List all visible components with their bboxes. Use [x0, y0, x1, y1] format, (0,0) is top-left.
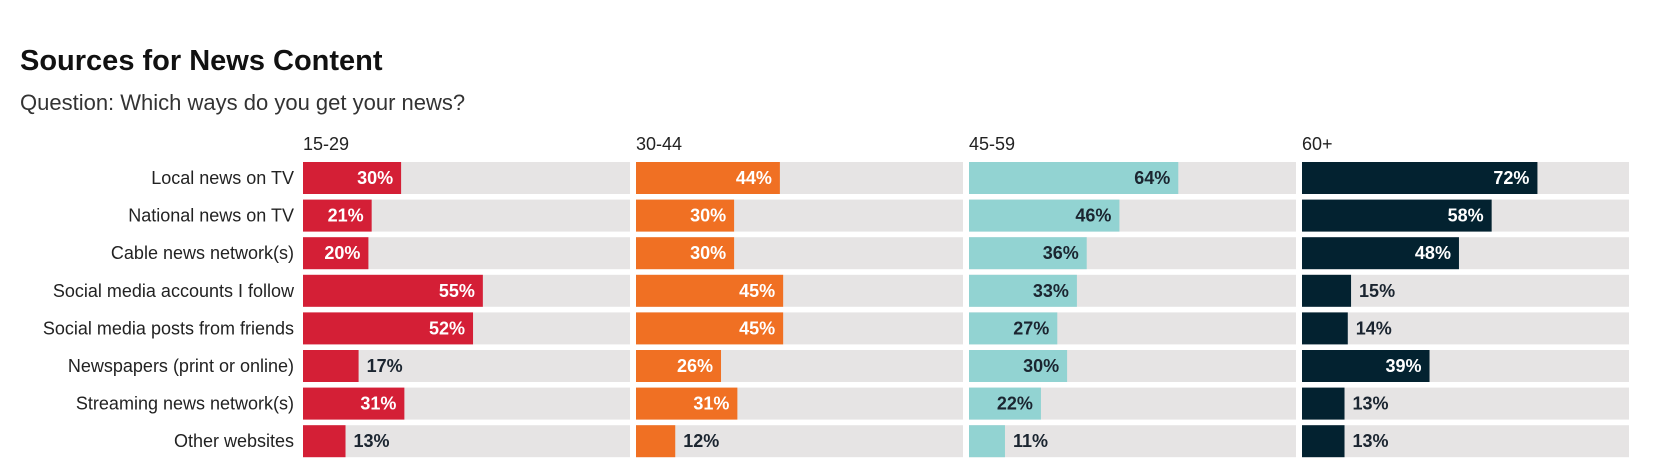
age-group-label: 30-44: [636, 134, 682, 154]
bar: [969, 425, 1005, 458]
bar-value-label: 30%: [690, 206, 726, 226]
bar-track: [1302, 312, 1629, 345]
bar: [636, 350, 722, 382]
bar-value-label: 55%: [439, 281, 475, 301]
bar: [1302, 237, 1459, 270]
bar-value-label: 12%: [683, 431, 719, 451]
bar: [969, 350, 1068, 382]
category-label: National news on TV: [128, 206, 294, 226]
bar-value-label: 44%: [736, 168, 772, 188]
bar-value-label: 30%: [357, 168, 393, 188]
bar: [969, 387, 1041, 420]
bar: [636, 199, 735, 232]
bar-value-label: 33%: [1033, 281, 1069, 301]
bar: [969, 237, 1087, 270]
bar: [1302, 312, 1348, 345]
category-label: Social media accounts I follow: [53, 281, 295, 301]
bar: [303, 162, 402, 194]
bar: [1302, 387, 1345, 420]
category-label: Streaming news network(s): [76, 394, 294, 414]
bar-value-label: 21%: [328, 206, 364, 226]
chart-subtitle: Question: Which ways do you get your new…: [20, 90, 466, 115]
bar: [303, 237, 369, 270]
bar: [303, 274, 483, 307]
bar: [969, 274, 1077, 307]
bar-track: [969, 425, 1296, 458]
chart-title: Sources for News Content: [20, 45, 383, 77]
bar: [969, 312, 1058, 345]
bar: [636, 425, 676, 458]
bar-value-label: 26%: [677, 356, 713, 376]
bar-value-label: 31%: [693, 394, 729, 414]
bar-value-label: 30%: [1023, 356, 1059, 376]
bar-value-label: 36%: [1043, 243, 1079, 263]
bar-value-label: 11%: [1013, 431, 1048, 451]
bar-value-label: 45%: [739, 318, 775, 338]
bar: [1302, 350, 1430, 382]
bar-value-label: 39%: [1385, 356, 1421, 376]
category-label: Cable news network(s): [111, 243, 294, 263]
bar-value-label: 14%: [1356, 318, 1392, 338]
bar-value-label: 30%: [690, 243, 726, 263]
bar: [636, 387, 738, 420]
bar-track: [303, 425, 630, 458]
bar: [1302, 162, 1538, 194]
bar-track: [1302, 425, 1629, 458]
category-label: Other websites: [174, 431, 294, 451]
bar-value-label: 22%: [997, 394, 1033, 414]
bar-track: [1302, 387, 1629, 420]
age-group-label: 45-59: [969, 134, 1015, 154]
category-label: Local news on TV: [151, 168, 294, 188]
bar: [303, 312, 474, 345]
bar-track: [636, 425, 963, 458]
bar: [636, 274, 784, 307]
bar: [303, 387, 405, 420]
bar: [636, 312, 784, 345]
bar-value-label: 17%: [367, 356, 403, 376]
bar-value-label: 31%: [360, 394, 396, 414]
bar-value-label: 64%: [1134, 168, 1170, 188]
bar-value-label: 48%: [1415, 243, 1451, 263]
bar: [1302, 425, 1345, 458]
bar: [1302, 199, 1492, 232]
bar: [636, 237, 735, 270]
bar-value-label: 13%: [1353, 431, 1389, 451]
category-label: Social media posts from friends: [43, 318, 294, 338]
bar-value-label: 13%: [354, 431, 390, 451]
bar-value-label: 46%: [1075, 206, 1111, 226]
bar-track: [1302, 274, 1629, 307]
category-label: Newspapers (print or online): [68, 356, 294, 376]
bar-value-label: 52%: [429, 318, 465, 338]
bar: [969, 199, 1120, 232]
bar-value-label: 20%: [324, 243, 360, 263]
age-group-label: 15-29: [303, 134, 349, 154]
bar-value-label: 27%: [1013, 318, 1049, 338]
bar-value-label: 58%: [1448, 206, 1484, 226]
bar: [303, 425, 346, 458]
bar: [303, 199, 372, 232]
age-group-label: 60+: [1302, 134, 1333, 154]
bar-value-label: 72%: [1493, 168, 1529, 188]
bar: [636, 162, 780, 194]
bar-value-label: 45%: [739, 281, 775, 301]
bar-value-label: 13%: [1353, 394, 1389, 414]
bar: [303, 350, 359, 382]
bar-value-label: 15%: [1359, 281, 1395, 301]
bar: [969, 162, 1179, 194]
bar: [1302, 274, 1352, 307]
